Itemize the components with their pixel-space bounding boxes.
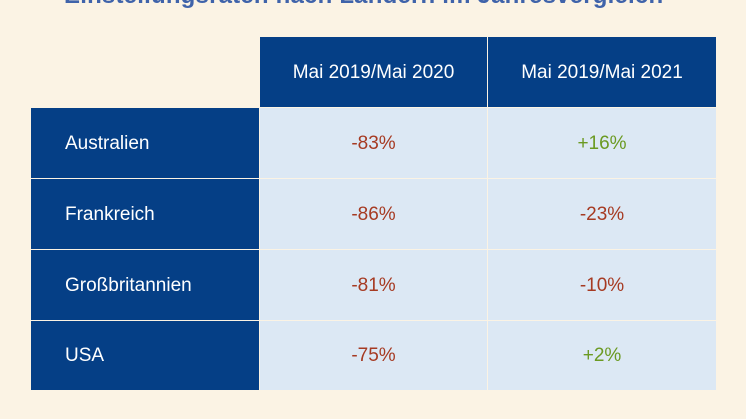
value-frankreich-2021: -23% xyxy=(488,179,716,249)
value-usa-2021: +2% xyxy=(488,321,716,390)
value-australien-2020: -83% xyxy=(260,108,487,178)
value-grossbritannien-2021: -10% xyxy=(488,250,716,320)
row-label-grossbritannien: Großbritannien xyxy=(31,250,259,320)
column-header-2021: Mai 2019/Mai 2021 xyxy=(488,37,716,107)
column-header-2020: Mai 2019/Mai 2020 xyxy=(260,37,487,107)
value-frankreich-2020: -86% xyxy=(260,179,487,249)
value-australien-2021: +16% xyxy=(488,108,716,178)
row-label-australien: Australien xyxy=(31,108,259,178)
value-usa-2020: -75% xyxy=(260,321,487,390)
row-label-frankreich: Frankreich xyxy=(31,179,259,249)
chart-title: Einstellungsraten nach Ländern im Jahres… xyxy=(64,0,663,8)
value-grossbritannien-2020: -81% xyxy=(260,250,487,320)
row-label-usa: USA xyxy=(31,321,259,390)
